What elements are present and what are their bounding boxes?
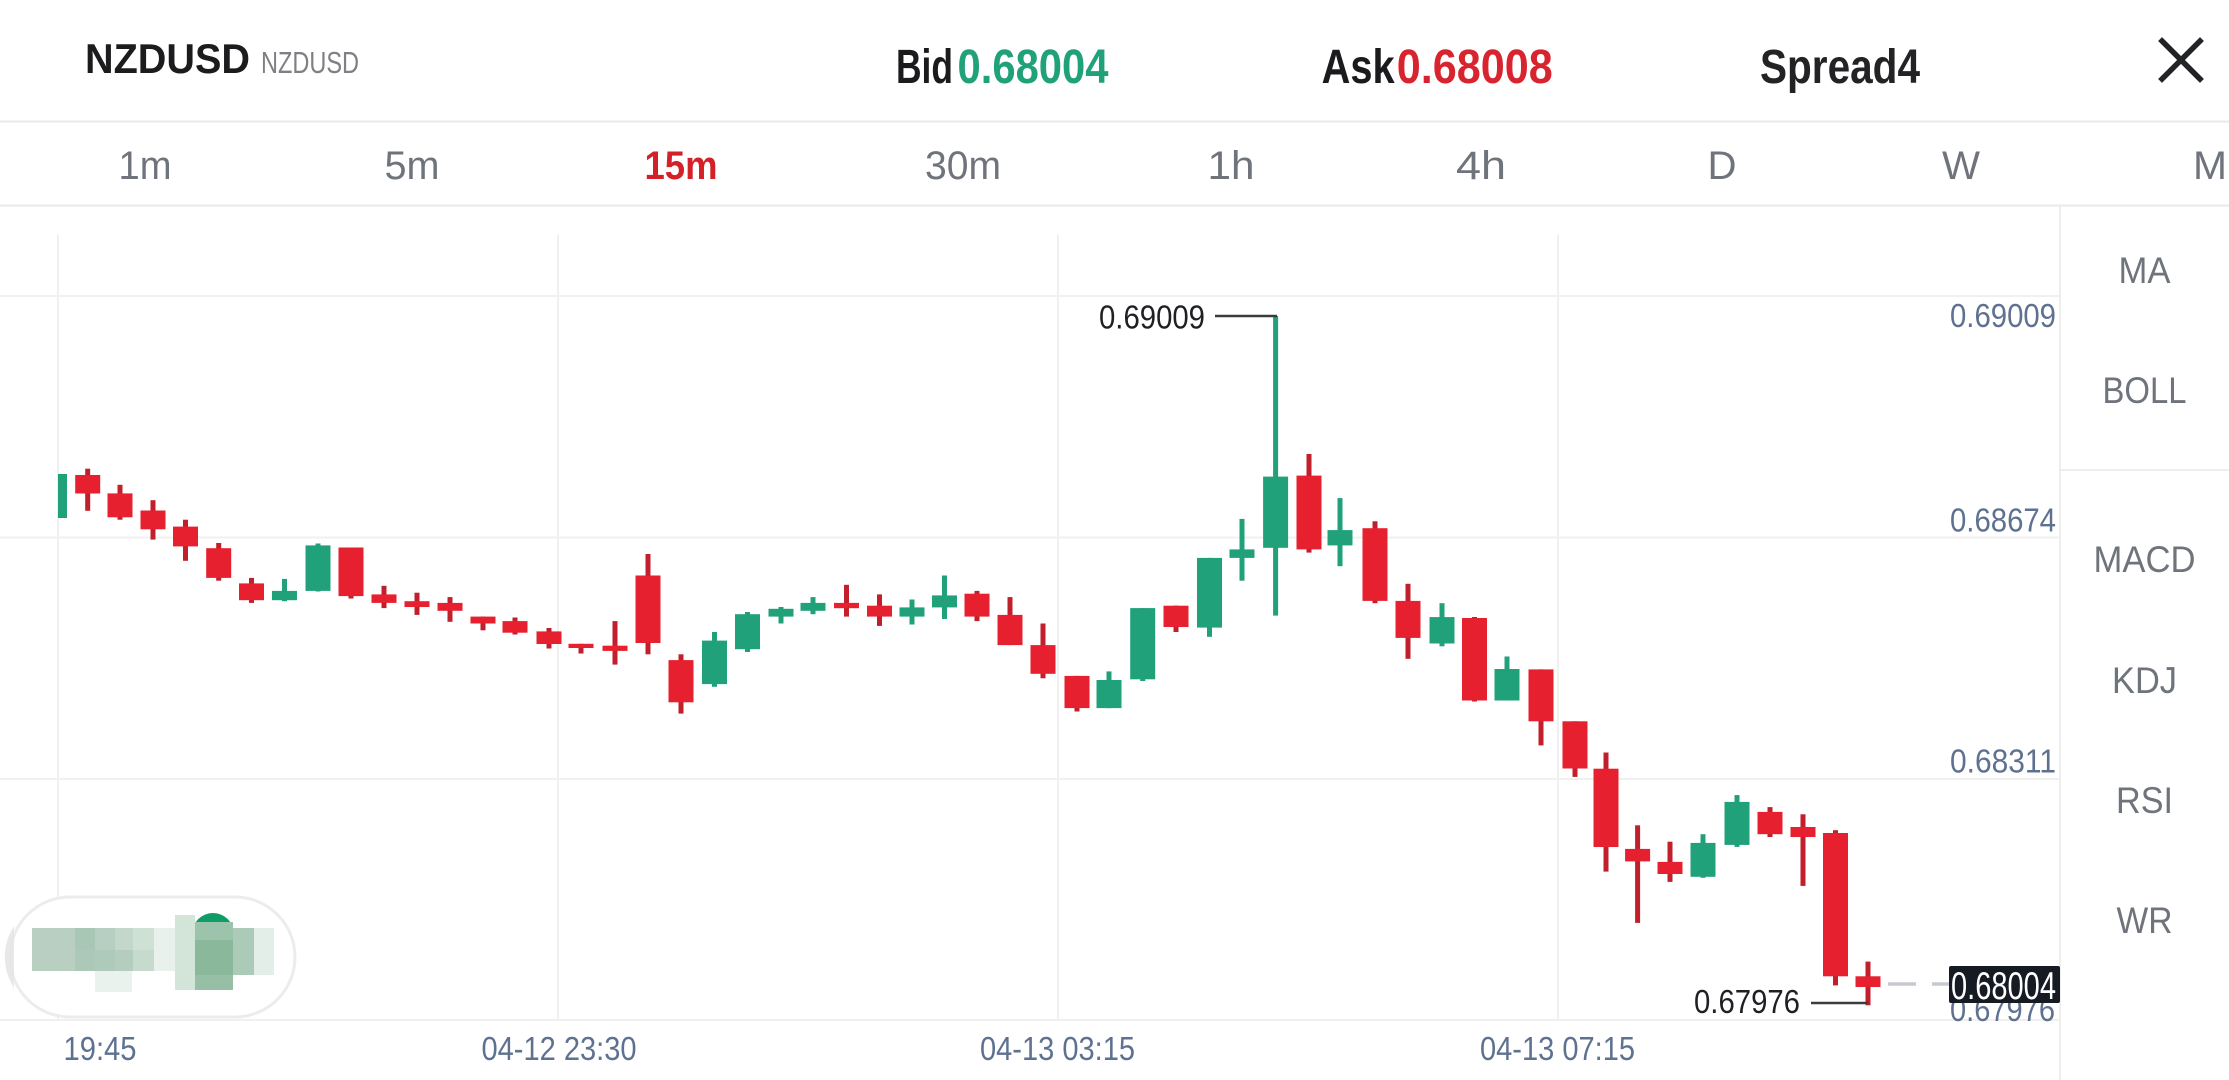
- svg-text:0.67976: 0.67976: [1694, 983, 1800, 1020]
- svg-text:MACD: MACD: [2094, 539, 2196, 580]
- svg-text:04-13 07:15: 04-13 07:15: [1480, 1030, 1635, 1067]
- svg-text:WR: WR: [2117, 900, 2173, 941]
- svg-text:0.68004: 0.68004: [958, 41, 1109, 94]
- svg-text:D: D: [1708, 144, 1737, 188]
- svg-text:RSI: RSI: [2116, 780, 2173, 821]
- svg-text:0.68674: 0.68674: [1950, 502, 2056, 539]
- svg-text:Spread4: Spread4: [1760, 41, 1920, 94]
- svg-text:Bid: Bid: [896, 41, 953, 94]
- svg-text:BOLL: BOLL: [2103, 370, 2187, 411]
- svg-text:0.68004: 0.68004: [1951, 965, 2056, 1008]
- svg-text:M: M: [2193, 144, 2227, 188]
- svg-text:W: W: [1942, 144, 1980, 188]
- svg-text:30m: 30m: [925, 144, 1001, 188]
- svg-text:1m: 1m: [119, 144, 172, 188]
- svg-text:NZDUSD: NZDUSD: [85, 35, 250, 82]
- svg-text:NZDUSD: NZDUSD: [261, 45, 359, 80]
- svg-text:15m: 15m: [645, 144, 718, 188]
- svg-text:0.68008: 0.68008: [1397, 41, 1553, 94]
- svg-text:0.69009: 0.69009: [1950, 297, 2056, 334]
- svg-text:19:45: 19:45: [64, 1030, 137, 1067]
- svg-text:04-12 23:30: 04-12 23:30: [482, 1030, 637, 1067]
- svg-text:1h: 1h: [1208, 144, 1255, 188]
- svg-text:5m: 5m: [385, 144, 440, 188]
- svg-text:4h: 4h: [1456, 144, 1506, 188]
- svg-text:KDJ: KDJ: [2112, 660, 2177, 701]
- svg-text:0.68311: 0.68311: [1950, 743, 2056, 780]
- svg-text:0.69009: 0.69009: [1099, 299, 1205, 336]
- svg-text:Ask: Ask: [1322, 41, 1395, 94]
- svg-text:04-13 03:15: 04-13 03:15: [980, 1030, 1135, 1067]
- svg-text:MA: MA: [2119, 250, 2171, 291]
